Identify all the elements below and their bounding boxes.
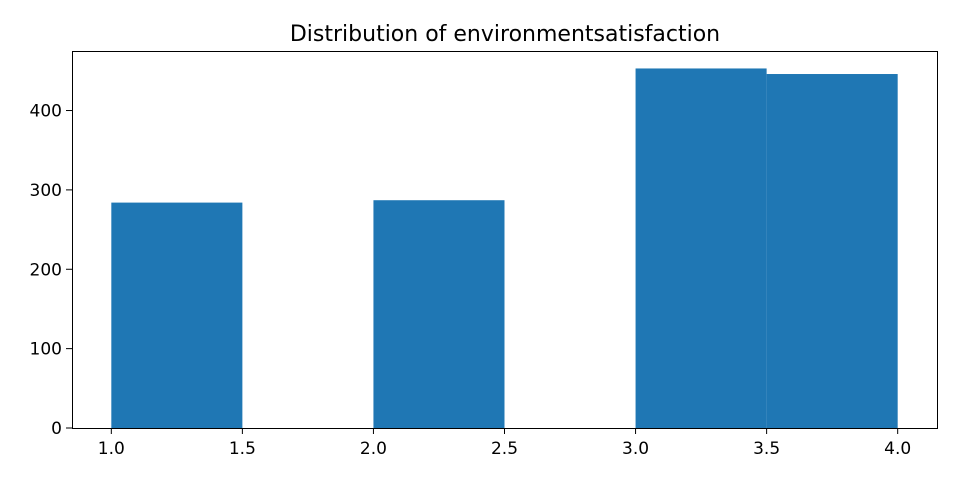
x-tick-label: 1.0 bbox=[98, 439, 125, 459]
y-tick-label: 200 bbox=[30, 260, 62, 280]
chart-title: Distribution of environmentsatisfaction bbox=[290, 22, 720, 47]
histogram-bar-4 bbox=[766, 74, 898, 428]
x-tick-label: 3.5 bbox=[753, 439, 780, 459]
y-tick-label: 100 bbox=[30, 340, 62, 360]
histogram-bar-1 bbox=[111, 202, 243, 428]
x-tick-label: 1.5 bbox=[229, 439, 256, 459]
x-axis: 1.0 1.5 2.0 2.5 3.0 3.5 4.0 bbox=[98, 428, 911, 459]
histogram-bar-2 bbox=[373, 200, 505, 428]
y-tick-label: 400 bbox=[30, 102, 62, 122]
histogram-bar-3 bbox=[635, 68, 767, 428]
bars-group bbox=[111, 68, 898, 428]
y-tick-label: 0 bbox=[51, 419, 62, 439]
x-tick-label: 4.0 bbox=[884, 439, 911, 459]
x-tick-label: 2.0 bbox=[360, 439, 387, 459]
x-tick-label: 3.0 bbox=[622, 439, 649, 459]
x-tick-label: 2.5 bbox=[491, 439, 518, 459]
y-axis: 0 100 200 300 400 bbox=[30, 102, 72, 439]
y-tick-label: 300 bbox=[30, 181, 62, 201]
